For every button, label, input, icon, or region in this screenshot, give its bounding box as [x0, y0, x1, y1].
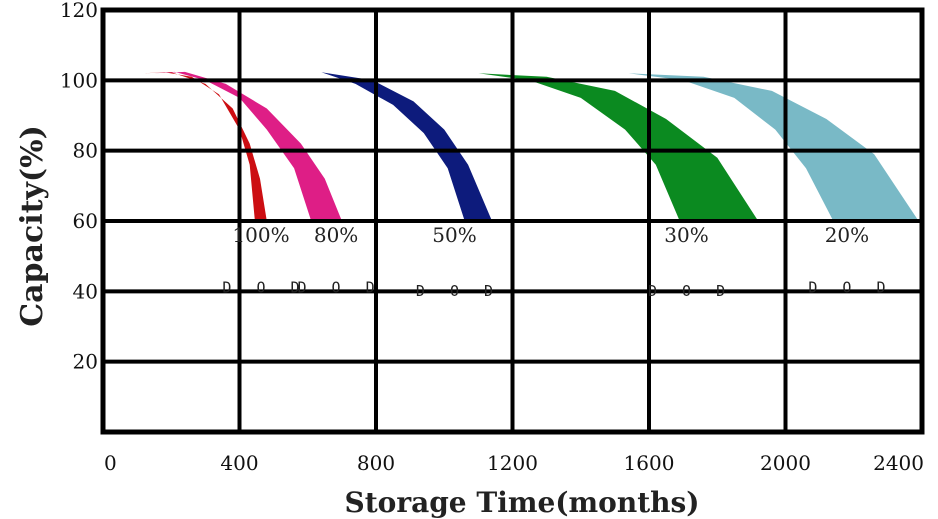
dod-label-0: 100%	[232, 223, 289, 247]
dod-sublabel-2: D O D	[416, 282, 501, 300]
dod-sublabel-0: D O D	[222, 278, 307, 296]
band-4	[628, 73, 919, 221]
tick-labels: 0 400 800 1200 1600 2000 2400 20 40 60 80 100 120	[60, 0, 924, 475]
series-labels: 100% D O D 80% D O D 50% D O D 30% D O D 20% D O …	[222, 223, 893, 300]
y-tick-label-0: 20	[73, 350, 98, 374]
dod-sublabel-4: D O D	[808, 278, 893, 296]
x-tick-label-3: 1200	[487, 451, 538, 475]
series-bands	[143, 71, 919, 222]
x-tick-label-6: 2400	[873, 451, 924, 475]
dod-label-3: 30%	[664, 223, 708, 247]
dod-sublabel-3: D O D	[648, 282, 733, 300]
x-axis-label: Storage Time(months)	[345, 486, 700, 519]
plot-frame	[100, 7, 925, 435]
x-tick-label-4: 1600	[624, 451, 675, 475]
band-1	[154, 71, 342, 222]
dod-label-4: 20%	[825, 223, 869, 247]
y-axis-label: Capacity(%)	[15, 125, 50, 327]
dod-sublabel-1: D O D	[297, 278, 382, 296]
x-tick-label-5: 2000	[760, 451, 811, 475]
x-tick-label-2: 800	[357, 451, 395, 475]
y-tick-label-3: 80	[73, 139, 98, 163]
x-tick-label-0: 0	[104, 451, 117, 475]
band-2	[321, 72, 492, 221]
dod-label-1: 80%	[314, 223, 358, 247]
y-tick-label-1: 40	[73, 279, 98, 303]
band-3	[478, 73, 759, 221]
y-tick-label-5: 120	[60, 0, 98, 22]
band-0	[143, 72, 267, 221]
y-tick-label-2: 60	[73, 209, 98, 233]
x-tick-label-1: 400	[220, 451, 258, 475]
y-tick-label-4: 100	[60, 68, 98, 92]
dod-label-2: 50%	[432, 223, 476, 247]
grid-lines	[100, 7, 925, 435]
